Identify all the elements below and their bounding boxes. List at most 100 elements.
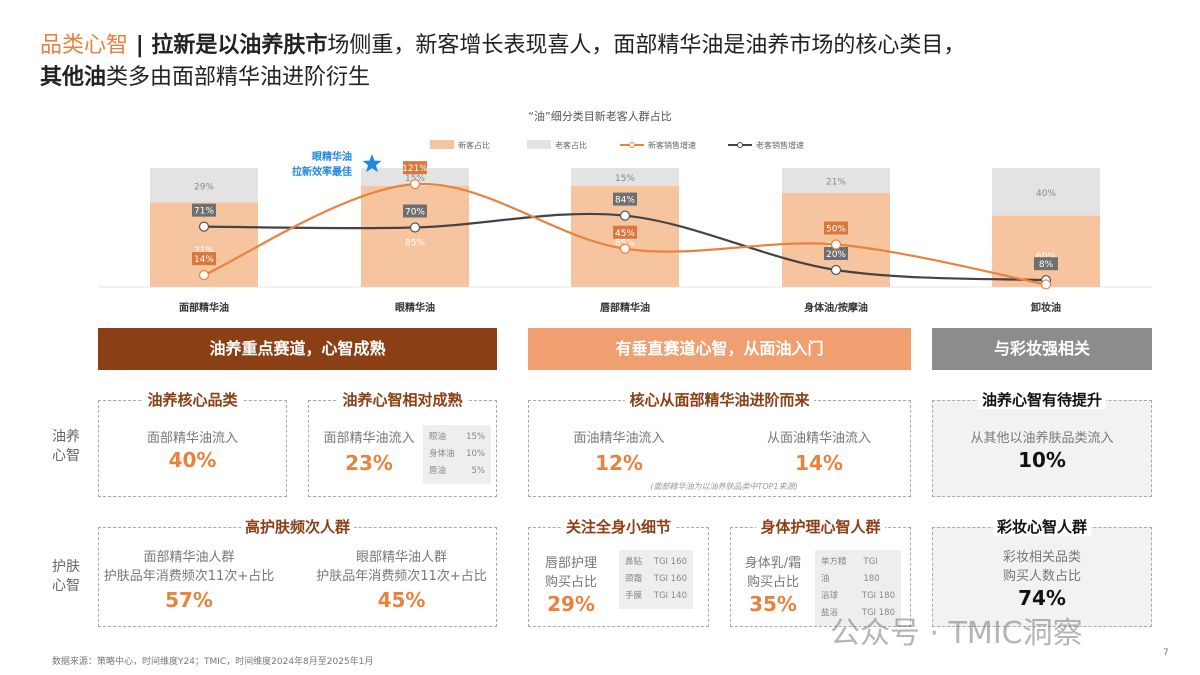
legend-label: 新客占比 [458, 140, 490, 150]
box-value-right: 14% [795, 451, 843, 475]
label-old-share: 40% [1036, 189, 1056, 199]
label-new-share: 71% [194, 246, 214, 256]
data-label-bg [1034, 257, 1058, 271]
box-title: 油养心智相对成熟 [338, 391, 467, 409]
bar-old-share [992, 168, 1100, 216]
box-core-category: 油养核心品类 面部精华油流入 40% [98, 391, 287, 497]
x-tick-label: 面部精华油 [179, 301, 229, 314]
label-new-share: 85% [615, 238, 635, 248]
box-label: 身体乳/霜 购买占比 [744, 556, 802, 590]
x-tick-label: 眼精华油 [395, 301, 435, 314]
tgi-table: 鼻贴 TGI 160 颈霜 TGI 160 手膜 TGI 140 [619, 550, 693, 609]
star-icon [362, 154, 382, 173]
data-label-bg [403, 204, 427, 218]
box-title: 核心从面部精华油进阶而来 [625, 391, 814, 409]
band-makeup: 与彩妆强相关 [932, 328, 1152, 370]
box-label-left: 面部精华油人群 护肤品年消费频次11次+占比 [103, 550, 275, 584]
point-new-growth [619, 243, 631, 254]
legend-swatch-old-share [527, 140, 551, 149]
box-advance: 核心从面部精华油进阶而来 面油精华油流入 12% 从面油精华油流入 14% (面… [528, 391, 911, 497]
legend-swatch-new-share [430, 140, 454, 149]
box-label-right: 眼部精华油人群 护肤品年消费频次11次+占比 [316, 550, 487, 584]
annotation-text: 拉新效率最佳 [292, 165, 352, 178]
title-separator: | [135, 33, 144, 58]
row-label-skincare: 护肤心智 [52, 559, 80, 594]
chart-title: “油”细分类目新老客人群占比 [528, 109, 671, 123]
box-title: 身体护理心智人群 [756, 518, 885, 536]
box-value: 10% [1018, 448, 1066, 472]
data-label-new-growth: 14% [194, 255, 214, 265]
data-label-bg [192, 203, 216, 217]
x-tick-label: 卸妆油 [1031, 301, 1061, 314]
title-bold-2: 其他油 [40, 65, 107, 90]
data-label-bg [824, 247, 848, 260]
box-mature: 油养心智相对成熟 面部精华油流入 23% 眼油 15% 身体油 10% 唇油 5% [308, 391, 497, 497]
title-tag: 品类心智 [40, 33, 129, 58]
point-new-growth [830, 239, 842, 250]
label-new-share: 60% [1036, 252, 1056, 262]
data-label-bg [192, 252, 216, 266]
point-new-growth [409, 179, 421, 190]
box-value: 35% [749, 592, 797, 616]
box-improve: 油养心智有待提升 从其他以油养肤品类流入 10% [932, 391, 1152, 497]
title-text-1: 场侧重，新客增长表现喜人，面部精华油是油养市场的核心类目， [327, 33, 966, 58]
box-value-right: 45% [377, 588, 426, 612]
label-old-share: 15% [615, 174, 635, 184]
box-body-care: 身体护理心智人群 身体乳/霜 购买占比 35% 单方精油 TGI 180 浴球 TGI… [730, 518, 911, 627]
point-old-growth [619, 210, 631, 221]
point-old-growth [409, 222, 421, 233]
x-tick-label: 唇部精华油 [600, 301, 650, 314]
bar-new-share [361, 185, 469, 287]
page-number: 7 [1163, 648, 1169, 658]
data-source: 数据来源：策略中心，时间维度Y24；TMIC，时间维度2024年8月至2025年… [52, 657, 374, 667]
box-body-details: 关注全身小细节 唇部护理 购买占比 29% 鼻贴 TGI 160 颈霜 TGI 160… [528, 518, 709, 627]
box-title: 彩妆心智人群 [992, 518, 1091, 536]
label-new-share: 85% [405, 238, 425, 248]
data-label-new-growth: 121% [402, 164, 428, 174]
inflow-detail-table: 眼油 15% 身体油 10% 唇油 5% [423, 425, 491, 484]
box-label: 彩妆相关品类 购买人数占比 [1002, 550, 1081, 584]
data-label-new-growth: 45% [615, 229, 635, 239]
legend-label: 新客销售增速 [648, 140, 696, 150]
data-label-bg [613, 225, 637, 239]
title-bold-1: 拉新是以油养肤市 [151, 33, 328, 58]
data-label-bg [403, 161, 427, 175]
box-title: 关注全身小细节 [561, 518, 675, 536]
box-value-left: 12% [595, 451, 643, 475]
box-label: 面部精华油流入 [323, 431, 415, 446]
row-label-oil: 油养心智 [52, 429, 80, 464]
data-label-old-growth: 70% [405, 208, 425, 218]
data-label-bg [824, 221, 848, 235]
label-old-share: 29% [194, 182, 214, 192]
data-label-old-growth: 84% [615, 196, 635, 206]
box-value: 23% [345, 451, 393, 475]
tgi-table: 单方精油 TGI 180 浴球 TGI 180 盐浴 TGI 180 [815, 550, 901, 626]
box-note: (面部精华油为以油养肤品类中TOP1来源) [650, 482, 798, 491]
data-label-old-growth: 71% [194, 207, 214, 217]
box-title: 油养心智有待提升 [977, 391, 1106, 409]
legend-marker [737, 142, 743, 148]
point-new-growth [198, 270, 210, 281]
annotation-text: 眼精华油 [312, 150, 352, 163]
x-tick-label: 身体油/按摩油 [804, 301, 868, 314]
box-title: 油养核心品类 [143, 391, 242, 409]
point-old-growth [198, 221, 210, 232]
legend-marker [629, 142, 635, 148]
box-title: 高护肤频次人群 [240, 518, 354, 536]
data-label-old-growth: 8% [1039, 260, 1054, 270]
data-label-bg [613, 192, 637, 206]
point-old-growth [830, 264, 842, 276]
box-label: 唇部护理 购买占比 [544, 556, 597, 590]
legend-label: 老客销售增速 [756, 140, 804, 150]
box-high-frequency: 高护肤频次人群 面部精华油人群 护肤品年消费频次11次+占比 57% 眼部精华油人… [98, 518, 497, 627]
band-vertical-track: 有垂直赛道心智，从面油入门 [528, 328, 911, 370]
data-label-new-growth: 50% [826, 225, 846, 235]
bar-old-share [571, 168, 679, 186]
label-old-share: 15% [405, 174, 425, 184]
box-value-left: 57% [165, 588, 213, 612]
title-text-2: 类多由面部精华油进阶衍生 [106, 65, 371, 90]
box-value: 74% [1018, 586, 1066, 610]
label-old-share: 21% [826, 177, 846, 187]
